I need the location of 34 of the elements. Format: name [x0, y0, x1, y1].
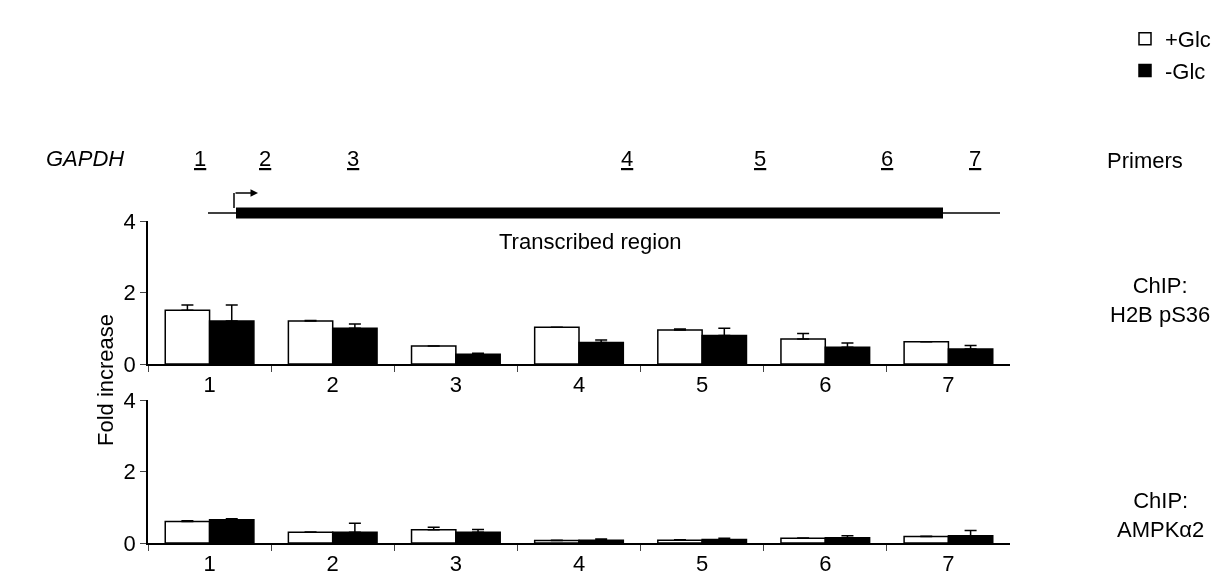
y-tick-label: 2	[123, 459, 136, 485]
x-tick-label: 4	[572, 551, 586, 576]
text: 6	[881, 146, 894, 171]
legend-label: +Glc	[1165, 27, 1211, 53]
x-tick-label: 6	[819, 551, 832, 576]
x-tick-label: 5	[696, 551, 709, 576]
x-tick-label: 7	[942, 551, 955, 576]
text: 3	[347, 146, 360, 171]
y-axis-title: Fold increase	[93, 313, 118, 446]
text: 4	[621, 146, 634, 171]
text: 5	[754, 146, 767, 171]
legend-label: -Glc	[1165, 58, 1206, 84]
x-tick-label: 5	[696, 372, 709, 398]
x-tick-label: 1	[203, 551, 216, 576]
y-tick-label: 4	[123, 208, 136, 234]
text: ChIP: H2B pS36	[1110, 273, 1211, 327]
y-tick-label: 0	[123, 351, 136, 377]
x-tick-label: 6	[819, 372, 832, 398]
text: 7	[969, 146, 982, 171]
x-tick-label: 3	[449, 372, 462, 398]
x-tick-label: 2	[326, 372, 339, 398]
text: Primers	[1107, 148, 1183, 173]
text: 2	[259, 146, 272, 171]
x-tick-label: 1	[203, 372, 216, 398]
text: GAPDH	[46, 146, 125, 171]
x-tick-label: 3	[449, 551, 462, 576]
y-tick-label: 0	[123, 530, 136, 556]
text: 1	[194, 146, 207, 171]
x-tick-label: 4	[572, 372, 586, 398]
text: ChIP: AMPKα2	[1117, 488, 1205, 542]
annotation: Transcribed region	[499, 229, 682, 254]
x-tick-label: 7	[942, 372, 955, 398]
y-tick-label: 2	[123, 280, 136, 306]
x-tick-label: 2	[326, 551, 339, 576]
